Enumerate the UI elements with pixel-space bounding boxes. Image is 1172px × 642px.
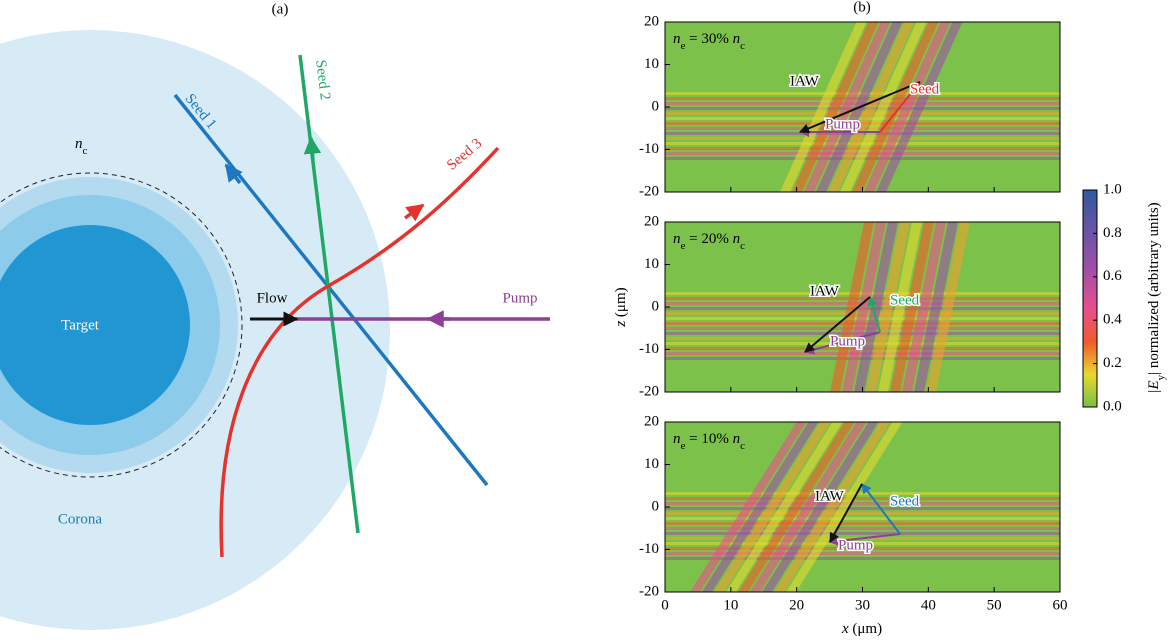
horizontal-band [665, 502, 1060, 505]
y-tick-label: -10 [639, 341, 659, 357]
text-part: | normalized (arbitrary units) [1146, 202, 1162, 375]
colorbar-tick-label: 0.8 [1103, 225, 1122, 241]
target-label: Target [61, 317, 100, 333]
horizontal-band [665, 527, 1060, 530]
corona-label: Corona [58, 511, 103, 527]
horizontal-band [665, 492, 1060, 495]
flow-label: Flow [257, 290, 288, 306]
text-part: (μm) [613, 287, 629, 320]
text-part: n [75, 136, 83, 152]
y-tick-label: 10 [644, 456, 659, 472]
x-tick-label: 30 [855, 597, 870, 613]
y-tick-label: 20 [644, 213, 659, 229]
text-part: n [733, 31, 741, 47]
horizontal-band [665, 497, 1060, 500]
x-axis-label: x (μm) [841, 621, 882, 637]
text-part: n [673, 231, 681, 247]
arrow [405, 205, 423, 218]
y-tick-label: 10 [644, 56, 659, 72]
y-tick-label: -20 [639, 383, 659, 399]
heatmap-field [665, 422, 1060, 592]
y-tick-label: -10 [639, 141, 659, 157]
y-tick-label: -20 [639, 583, 659, 599]
text-part: c [740, 440, 745, 452]
seed-label: Seed [890, 292, 920, 308]
y-axis-label: z (μm) [613, 287, 629, 327]
seed2-label: Seed 2 [312, 59, 333, 101]
figure: (a) Target Corona Flow Pump Seed 1 Seed … [0, 0, 1172, 642]
panel-a: (a) Target Corona Flow Pump Seed 1 Seed … [0, 1, 550, 630]
colorbar-tick-label: 0.4 [1103, 312, 1122, 328]
text-part: = 20% [685, 231, 732, 247]
colorbar [1083, 190, 1097, 407]
arrow [311, 138, 313, 160]
text-part: n [733, 231, 741, 247]
y-tick-label: 20 [644, 13, 659, 29]
seed-label: Seed [890, 493, 920, 509]
pump-label: Pump [502, 290, 537, 306]
text-part: |E [1146, 380, 1162, 393]
y-tick-label: -20 [639, 183, 659, 199]
horizontal-band [665, 512, 1060, 515]
text-part: c [83, 145, 88, 157]
y-tick-label: 0 [652, 298, 660, 314]
text-part: (μm) [849, 621, 882, 637]
text-part: n [673, 31, 681, 47]
iaw-label: IAW [810, 283, 840, 299]
panel-b: (b)-20-1001020ne = 30% ncIAWSeedPump-20-… [613, 0, 1166, 637]
text-part: = 10% [685, 431, 732, 447]
colorbar-label: |Ey| normalized (arbitrary units) [1146, 202, 1166, 393]
horizontal-band [665, 522, 1060, 525]
x-tick-label: 50 [987, 597, 1002, 613]
colorbar-tick-label: 0.2 [1103, 355, 1122, 371]
horizontal-band [665, 507, 1060, 510]
heatmap-field [665, 222, 1060, 392]
text-part: n [673, 431, 681, 447]
y-tick-label: -10 [639, 541, 659, 557]
horizontal-band [665, 517, 1060, 520]
x-tick-label: 10 [723, 597, 738, 613]
y-tick-label: 20 [644, 413, 659, 429]
text-part: c [740, 40, 745, 52]
y-tick-label: 0 [652, 98, 660, 114]
panel-label: (a) [272, 1, 289, 17]
pump-label: Pump [825, 116, 860, 132]
iaw-label: IAW [790, 73, 820, 89]
text-part: c [740, 240, 745, 252]
pump-label: Pump [838, 537, 873, 553]
x-tick-label: 40 [921, 597, 936, 613]
colorbar-tick-label: 0.0 [1103, 398, 1122, 414]
panel-label: (b) [853, 0, 871, 15]
pump-label: Pump [830, 333, 865, 349]
x-tick-label: 60 [1053, 597, 1068, 613]
y-tick-label: 0 [652, 498, 660, 514]
x-tick-label: 20 [789, 597, 804, 613]
horizontal-band [665, 112, 1060, 115]
iaw-label: IAW [815, 488, 845, 504]
horizontal-band [665, 532, 1060, 535]
colorbar-tick-label: 0.6 [1103, 268, 1122, 284]
x-tick-label: 0 [661, 597, 669, 613]
text-part: n [733, 431, 741, 447]
y-tick-label: 10 [644, 256, 659, 272]
heatmap: -20-1001020ne = 20% ncIAWSeedPump [639, 213, 1060, 399]
seed-label: Seed [910, 81, 940, 97]
text-part: = 30% [685, 31, 732, 47]
colorbar-tick-label: 1.0 [1103, 181, 1122, 197]
